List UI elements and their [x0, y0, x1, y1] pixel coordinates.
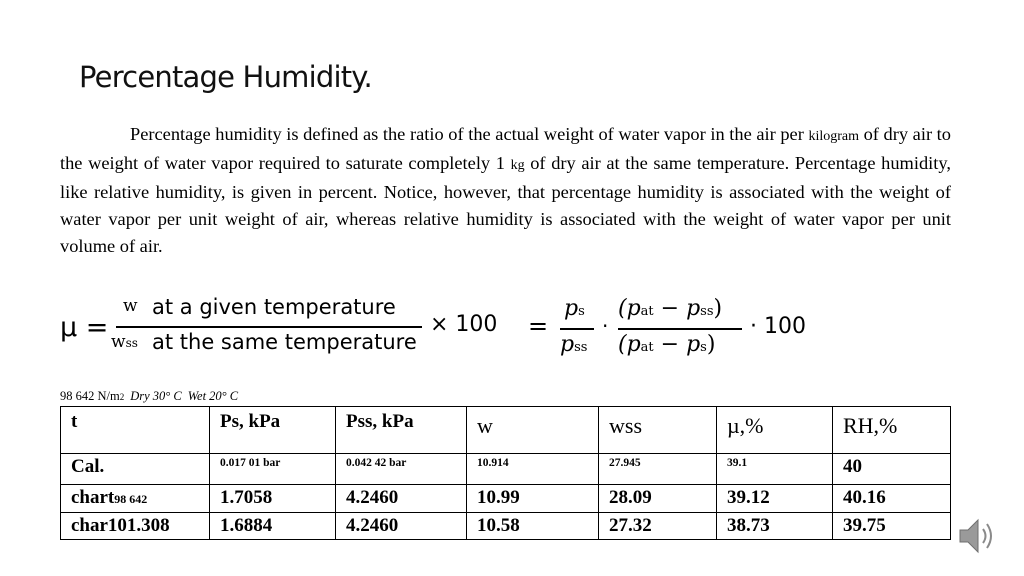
para-text-1: Percentage humidity is defined as the ra…	[130, 124, 809, 144]
cell-char101-ps: 1.6884	[209, 512, 336, 540]
table-row: Cal. 0.017 01 bar 0.042 42 bar 10.914 27…	[60, 453, 951, 485]
header-w: w	[466, 406, 599, 454]
speaker-icon[interactable]	[958, 514, 998, 558]
cell-char101-mu: 38.73	[716, 512, 833, 540]
para-text-2: of dry air to the weight of water vapor …	[60, 124, 951, 173]
eq-ps: ps	[564, 296, 585, 321]
cell-char101-rh: 39.75	[832, 512, 951, 540]
cell-calc-pss: 0.042 42 bar	[335, 453, 467, 485]
cell-chart-label: chart98 642	[60, 484, 210, 513]
definition-paragraph: Percentage humidity is defined as the ra…	[60, 121, 951, 260]
eq-pss: pss	[560, 332, 588, 357]
cell-char101-pss: 4.2460	[335, 512, 467, 540]
eq-right-num: (pat − pss)	[618, 296, 723, 321]
header-t: t	[60, 406, 210, 454]
eq-equals: =	[528, 312, 549, 340]
unit-kilogram: kilogram	[808, 129, 859, 144]
unit-kg: kg	[510, 158, 525, 173]
dry-temp: Dry 30° C	[130, 389, 182, 403]
cell-char101-wss: 27.32	[598, 512, 717, 540]
cell-chart-rh: 40.16	[832, 484, 951, 513]
cell-chart-mu: 39.12	[716, 484, 833, 513]
eq-den-text: at the same temperature	[152, 330, 417, 354]
eq-right-den: (pat − ps)	[618, 332, 716, 357]
eq-dot-100: · 100	[750, 314, 806, 339]
header-rh: RH,%	[832, 406, 951, 454]
cell-calc-ps: 0.017 01 bar	[209, 453, 336, 485]
conditions-line: 98 642 N/m2 Dry 30° C Wet 20° C	[60, 389, 238, 404]
cell-chart-pss: 4.2460	[335, 484, 467, 513]
cell-chart-wss: 28.09	[598, 484, 717, 513]
header-wss: wss	[598, 406, 717, 454]
cell-calc-rh: 40	[832, 453, 951, 485]
cell-calc-w: 10.914	[466, 453, 599, 485]
eq-num-w: w	[123, 296, 138, 316]
cell-calc-wss: 27.945	[598, 453, 717, 485]
eq-times-100: × 100	[430, 312, 498, 337]
eq-fraction-bar-2	[560, 328, 594, 330]
header-pss: Pss, kPa	[335, 406, 467, 454]
cell-chart-ps: 1.7058	[209, 484, 336, 513]
cell-calc-label: Cal.	[60, 453, 210, 485]
page-title: Percentage Humidity.	[79, 60, 373, 94]
eq-fraction-bar-3	[618, 328, 742, 330]
pressure-value: 98 642 N/m2	[60, 389, 125, 403]
humidity-table: t Ps, kPa Pss, kPa w wss µ,% RH,% Cal. 0…	[60, 406, 951, 540]
eq-mu: μ =	[60, 312, 109, 343]
para-text-3: of dry air at the same temperature. Perc…	[60, 153, 951, 256]
humidity-equation: μ = w at a given temperature wss at the …	[58, 294, 818, 366]
cell-chart-w: 10.99	[466, 484, 599, 513]
eq-fraction-bar-1	[116, 326, 422, 328]
table-row: char101.308 1.6884 4.2460 10.58 27.32 38…	[60, 512, 951, 540]
cell-char101-w: 10.58	[466, 512, 599, 540]
eq-den-w: wss	[111, 332, 138, 352]
eq-dot: ·	[602, 314, 609, 338]
table-row: chart98 642 1.7058 4.2460 10.99 28.09 39…	[60, 484, 951, 513]
header-ps: Ps, kPa	[209, 406, 336, 454]
table-header-row: t Ps, kPa Pss, kPa w wss µ,% RH,%	[60, 406, 951, 454]
wet-temp: Wet 20° C	[187, 389, 239, 403]
header-mu: µ,%	[716, 406, 833, 454]
cell-calc-mu: 39.1	[716, 453, 833, 485]
eq-num-text: at a given temperature	[152, 295, 396, 319]
cell-char101-label: char101.308	[60, 512, 210, 540]
